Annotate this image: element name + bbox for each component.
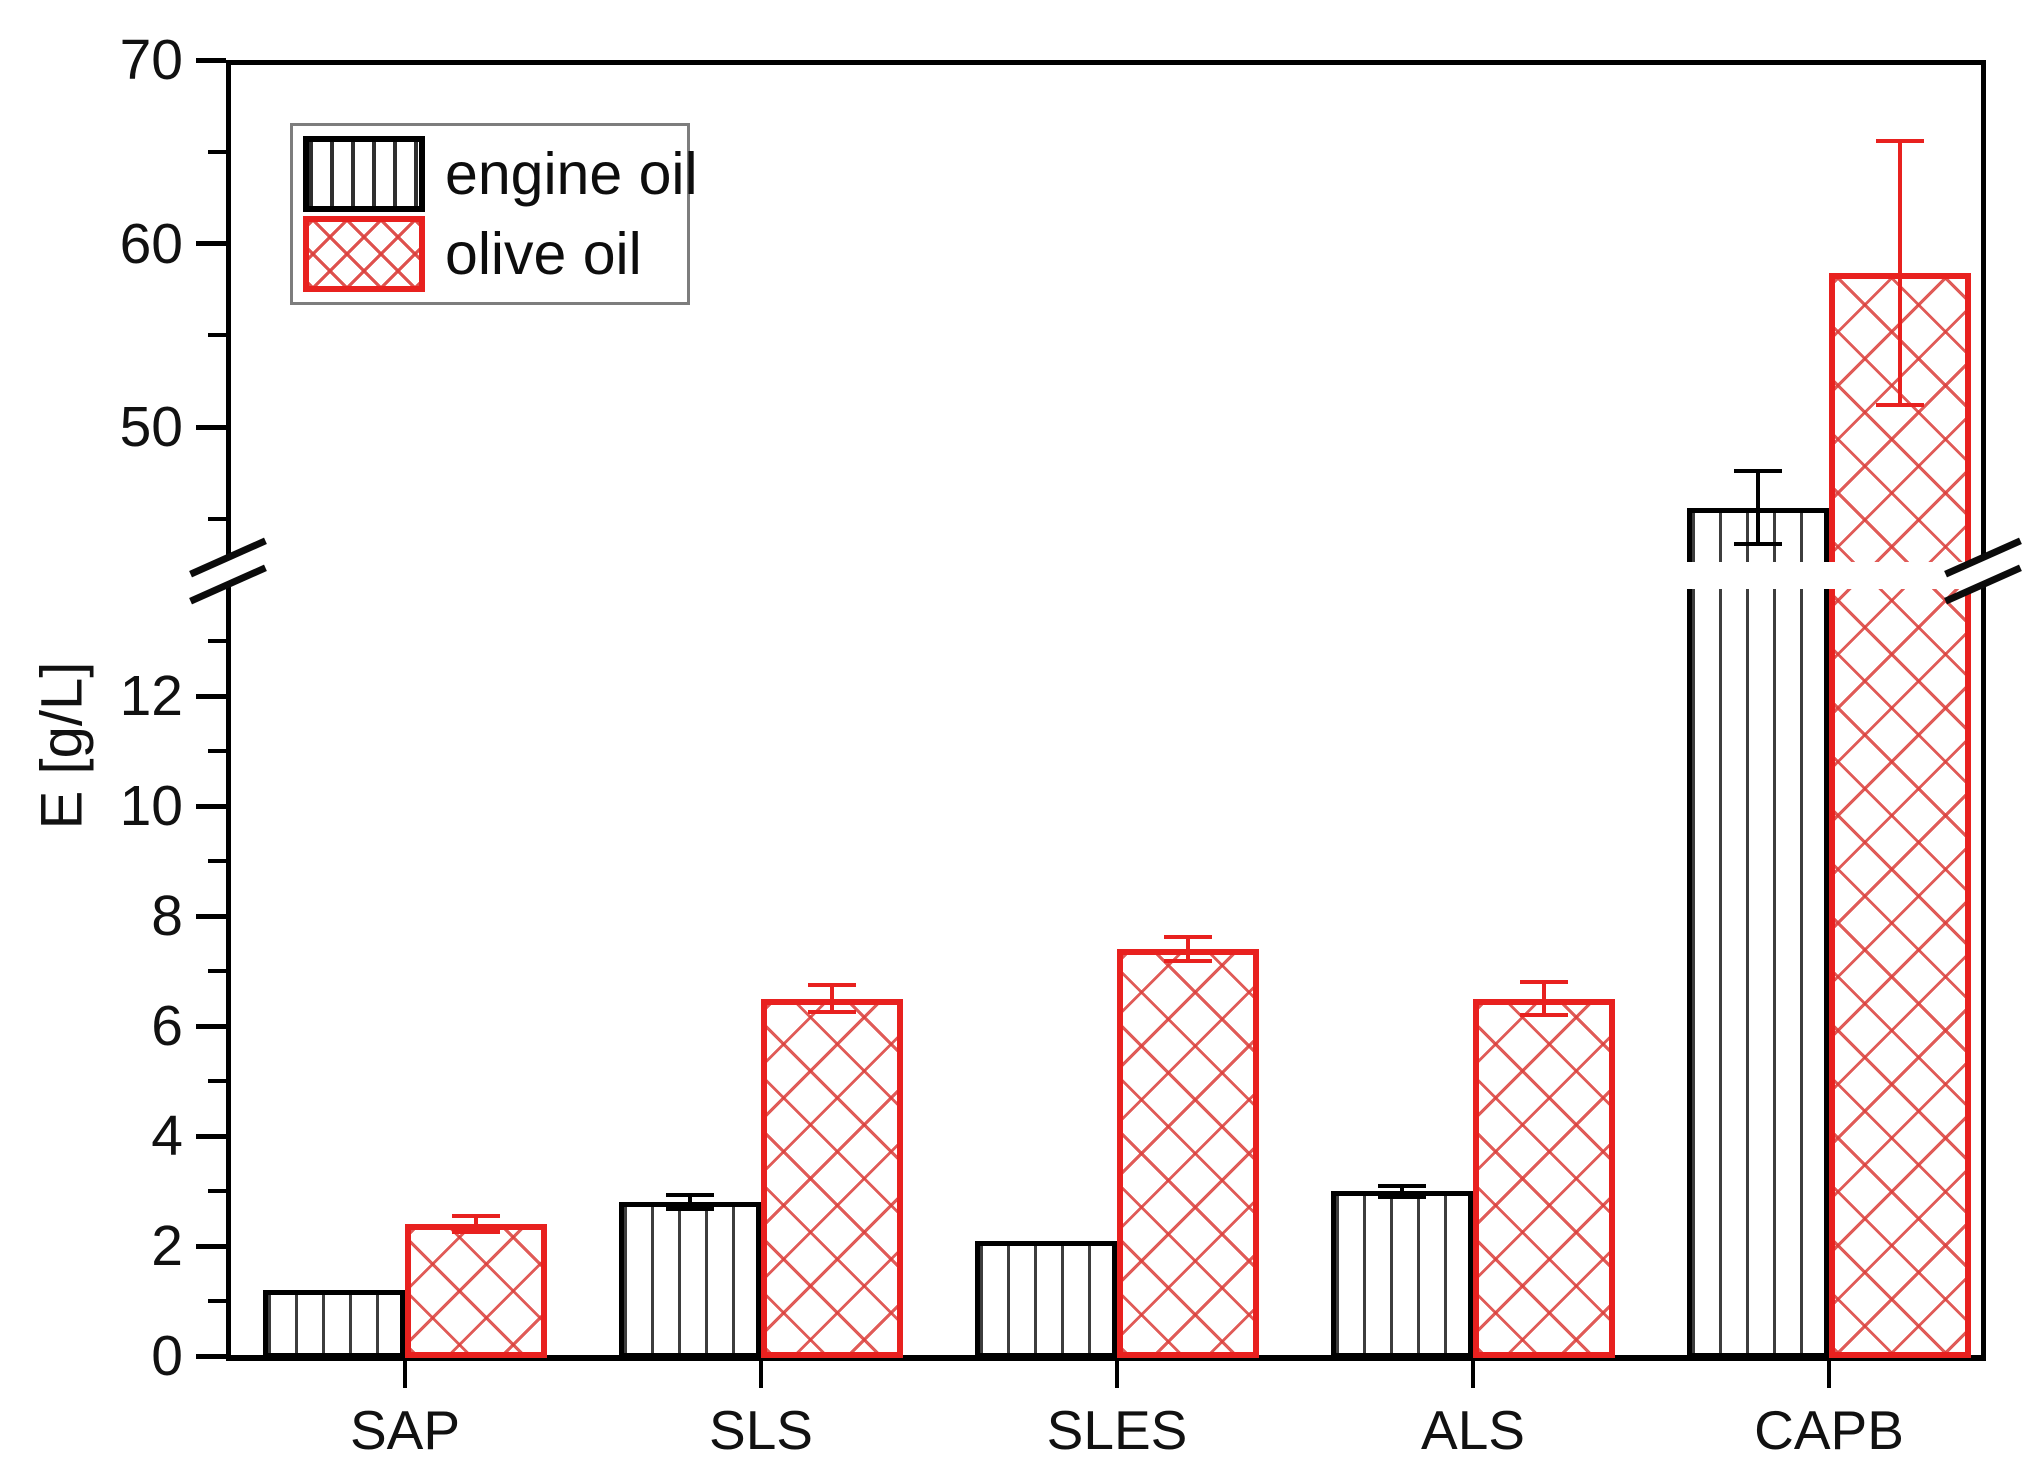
bar-olive-oil-SAP [405, 1224, 547, 1358]
y-tick-minor-lower-7 [208, 969, 226, 973]
bar-engine-oil-ALS [1331, 1191, 1473, 1358]
x-tick-SLS [759, 1360, 763, 1388]
y-tick-minor-lower-1 [208, 1299, 226, 1303]
x-axis-line [226, 1355, 1986, 1361]
error-cap-top-CAPB-0 [1734, 469, 1782, 474]
y-tick-minor-upper-45 [208, 516, 226, 521]
axis-break-gap-right [1977, 558, 1989, 583]
error-cap-top-SLES-1 [1164, 934, 1212, 939]
error-bar-olive-oil-ALS [1542, 982, 1546, 1015]
bar-engine-oil-SAP [263, 1290, 405, 1358]
y-axis-line-right [1981, 60, 1986, 1361]
y-tick-major-lower-6 [196, 1023, 226, 1029]
y-tick-label-4: 4 [151, 1104, 183, 1168]
x-label-ALS: ALS [1421, 1399, 1525, 1461]
y-axis-title: E [g/L] [29, 661, 95, 830]
bar-olive-oil-CAPB [1829, 272, 1971, 1358]
error-cap-bottom-CAPB-0 [1734, 542, 1782, 547]
legend-label-olive-oil: olive oil [445, 221, 642, 287]
error-cap-bottom-ALS-0 [1378, 1194, 1426, 1199]
x-label-SLS: SLS [709, 1399, 813, 1461]
y-tick-major-lower-4 [196, 1133, 226, 1139]
y-tick-label-2: 2 [151, 1214, 183, 1278]
error-cap-bottom-SLS-1 [808, 1010, 856, 1015]
y-tick-label-6: 6 [151, 994, 183, 1058]
error-bar-engine-oil-ALS [1400, 1185, 1404, 1197]
bar-engine-oil-SLS [619, 1202, 761, 1358]
y-tick-minor-lower-3 [208, 1189, 226, 1193]
error-cap-top-ALS-0 [1378, 1183, 1426, 1188]
y-tick-major-lower-8 [196, 913, 226, 919]
error-bar-engine-oil-SLS [688, 1195, 692, 1209]
legend-entry-engine-oil: engine oil [303, 135, 698, 213]
y-tick-label-70: 70 [119, 28, 183, 92]
error-cap-top-ALS-1 [1520, 980, 1568, 984]
legend-swatch-olive-oil [303, 216, 425, 292]
y-tick-major-lower-10 [196, 803, 226, 809]
bar-olive-oil-SLS [761, 998, 903, 1358]
y-axis-line-left [226, 60, 231, 1361]
error-cap-bottom-ALS-1 [1520, 1013, 1568, 1017]
x-label-CAPB: CAPB [1754, 1399, 1904, 1461]
bar-olive-oil-ALS [1473, 998, 1615, 1358]
y-tick-major-upper-60 [196, 241, 226, 246]
error-bar-olive-oil-SLS [830, 984, 834, 1013]
x-tick-ALS [1471, 1360, 1475, 1388]
bar-olive-oil-SLES [1117, 949, 1259, 1358]
error-cap-top-SLS-0 [666, 1193, 714, 1198]
y-tick-label-50: 50 [119, 395, 183, 459]
error-cap-bottom-SLS-0 [666, 1206, 714, 1211]
error-bar-engine-oil-CAPB [1756, 471, 1760, 545]
y-tick-label-12: 12 [119, 664, 183, 728]
y-tick-major-upper-50 [196, 424, 226, 430]
bar-engine-oil-CAPB [1687, 507, 1829, 1358]
y-tick-minor-lower-9 [208, 859, 226, 863]
axis-break-band [232, 562, 1979, 589]
axis-break-gap-left [222, 558, 234, 583]
y-tick-minor-upper-55 [208, 333, 226, 338]
y-tick-major-lower-0 [196, 1353, 226, 1359]
y-tick-label-8: 8 [151, 884, 183, 948]
y-tick-major-lower-12 [196, 693, 226, 699]
axis-line-top [226, 60, 1986, 65]
error-bar-olive-oil-CAPB [1898, 140, 1902, 405]
error-cap-top-SAP-1 [452, 1213, 500, 1218]
error-bar-olive-oil-SLES [1186, 936, 1190, 962]
x-label-SLES: SLES [1046, 1399, 1188, 1461]
error-cap-bottom-SAP-1 [452, 1230, 500, 1235]
x-tick-SLES [1115, 1360, 1119, 1388]
error-cap-top-SLS-1 [808, 982, 856, 987]
legend-label-engine-oil: engine oil [445, 141, 698, 207]
error-cap-bottom-SLES-1 [1164, 959, 1212, 964]
error-cap-bottom-CAPB-1 [1876, 402, 1924, 407]
y-tick-major-lower-2 [196, 1243, 226, 1249]
error-bar-olive-oil-SAP [474, 1215, 478, 1233]
y-tick-label-0: 0 [151, 1324, 183, 1388]
legend-swatch-engine-oil [303, 136, 425, 212]
bar-engine-oil-SLES [975, 1240, 1117, 1358]
y-tick-label-60: 60 [119, 211, 183, 276]
x-tick-SAP [403, 1360, 407, 1388]
x-label-SAP: SAP [349, 1399, 461, 1461]
y-tick-major-upper-70 [196, 57, 226, 63]
x-tick-CAPB [1827, 1360, 1831, 1388]
y-tick-label-10: 10 [119, 774, 183, 838]
y-tick-minor-lower-5 [208, 1079, 226, 1083]
y-tick-minor-lower-11 [208, 749, 226, 753]
y-tick-minor-lower-13 [208, 639, 226, 643]
legend-entry-olive-oil: olive oil [303, 215, 677, 293]
y-tick-minor-upper-65 [208, 149, 226, 154]
legend: engine oil olive oil [290, 123, 698, 305]
error-cap-top-CAPB-1 [1876, 138, 1924, 143]
